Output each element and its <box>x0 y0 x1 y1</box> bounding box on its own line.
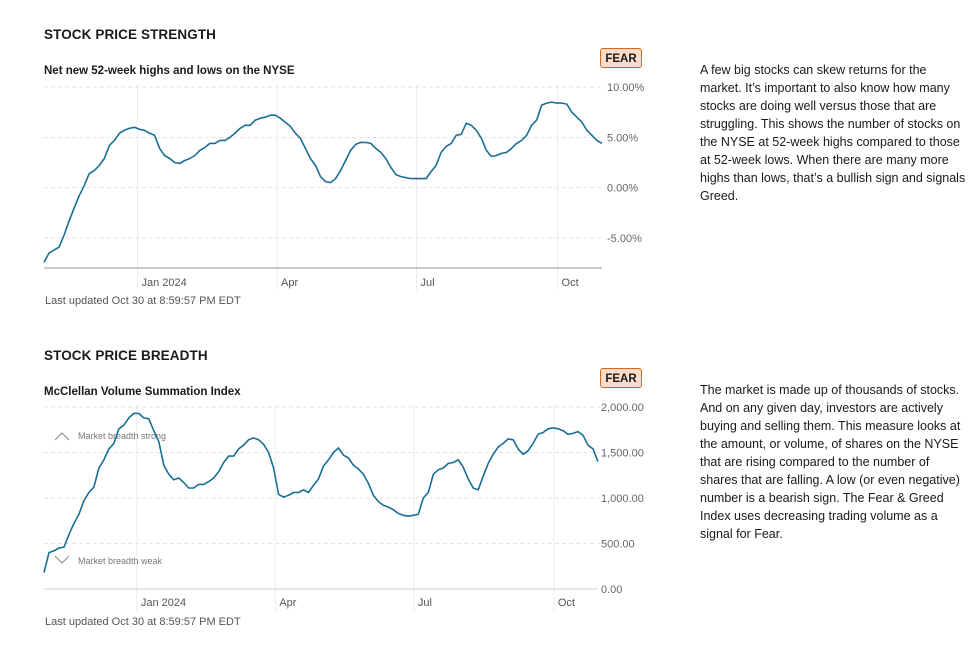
fear-badge: FEAR <box>600 48 642 68</box>
section-title: STOCK PRICE BREADTH <box>44 348 208 363</box>
x-tick-label: Jan 2024 <box>141 597 186 609</box>
x-tick-label: Apr <box>279 597 296 609</box>
series-line <box>43 101 603 263</box>
x-tick-label: Jul <box>421 277 435 289</box>
y-tick-label: 1,000.00 <box>601 493 644 505</box>
chevron-up-icon <box>54 432 70 441</box>
y-tick-label: 5.00% <box>607 132 638 144</box>
y-tick-label: -5.00% <box>607 233 642 245</box>
chart-description: The market is made up of thousands of st… <box>700 383 961 541</box>
series-line <box>43 412 599 573</box>
y-tick-label: 10.00% <box>607 82 645 94</box>
y-tick-label: 1,500.00 <box>601 448 644 460</box>
strength-chart: 10.00% 5.00% 0.00% -5.00% Jan 2024 Apr Jul Oct <box>43 82 645 290</box>
x-tick-label: Jan 2024 <box>142 277 187 289</box>
annotation-label: Market breadth strong <box>78 431 166 441</box>
y-tick-label: 0.00% <box>607 183 638 195</box>
annotation-label: Market breadth weak <box>78 556 163 566</box>
chart-subtitle: McClellan Volume Summation Index <box>44 386 241 398</box>
x-tick-label: Apr <box>281 277 298 289</box>
y-tick-label: 2,000.00 <box>601 402 644 414</box>
y-tick-label: 0.00 <box>601 584 622 596</box>
last-updated: Last updated Oct 30 at 8:59:57 PM EDT <box>45 616 241 628</box>
chart-description: A few big stocks can skew returns for th… <box>700 63 966 203</box>
breadth-chart: 2,000.00 1,500.00 1,000.00 500.00 0.00 Jan 20… <box>43 402 644 611</box>
fear-badge: FEAR <box>600 368 642 388</box>
x-tick-label: Oct <box>558 597 575 609</box>
x-tick-label: Jul <box>418 597 432 609</box>
section-title: STOCK PRICE STRENGTH <box>44 27 217 42</box>
x-tick-label: Oct <box>562 277 579 289</box>
y-tick-label: 500.00 <box>601 539 635 551</box>
last-updated: Last updated Oct 30 at 8:59:57 PM EDT <box>45 295 241 307</box>
chevron-down-icon <box>54 555 70 564</box>
chart-subtitle: Net new 52-week highs and lows on the NY… <box>44 65 295 77</box>
